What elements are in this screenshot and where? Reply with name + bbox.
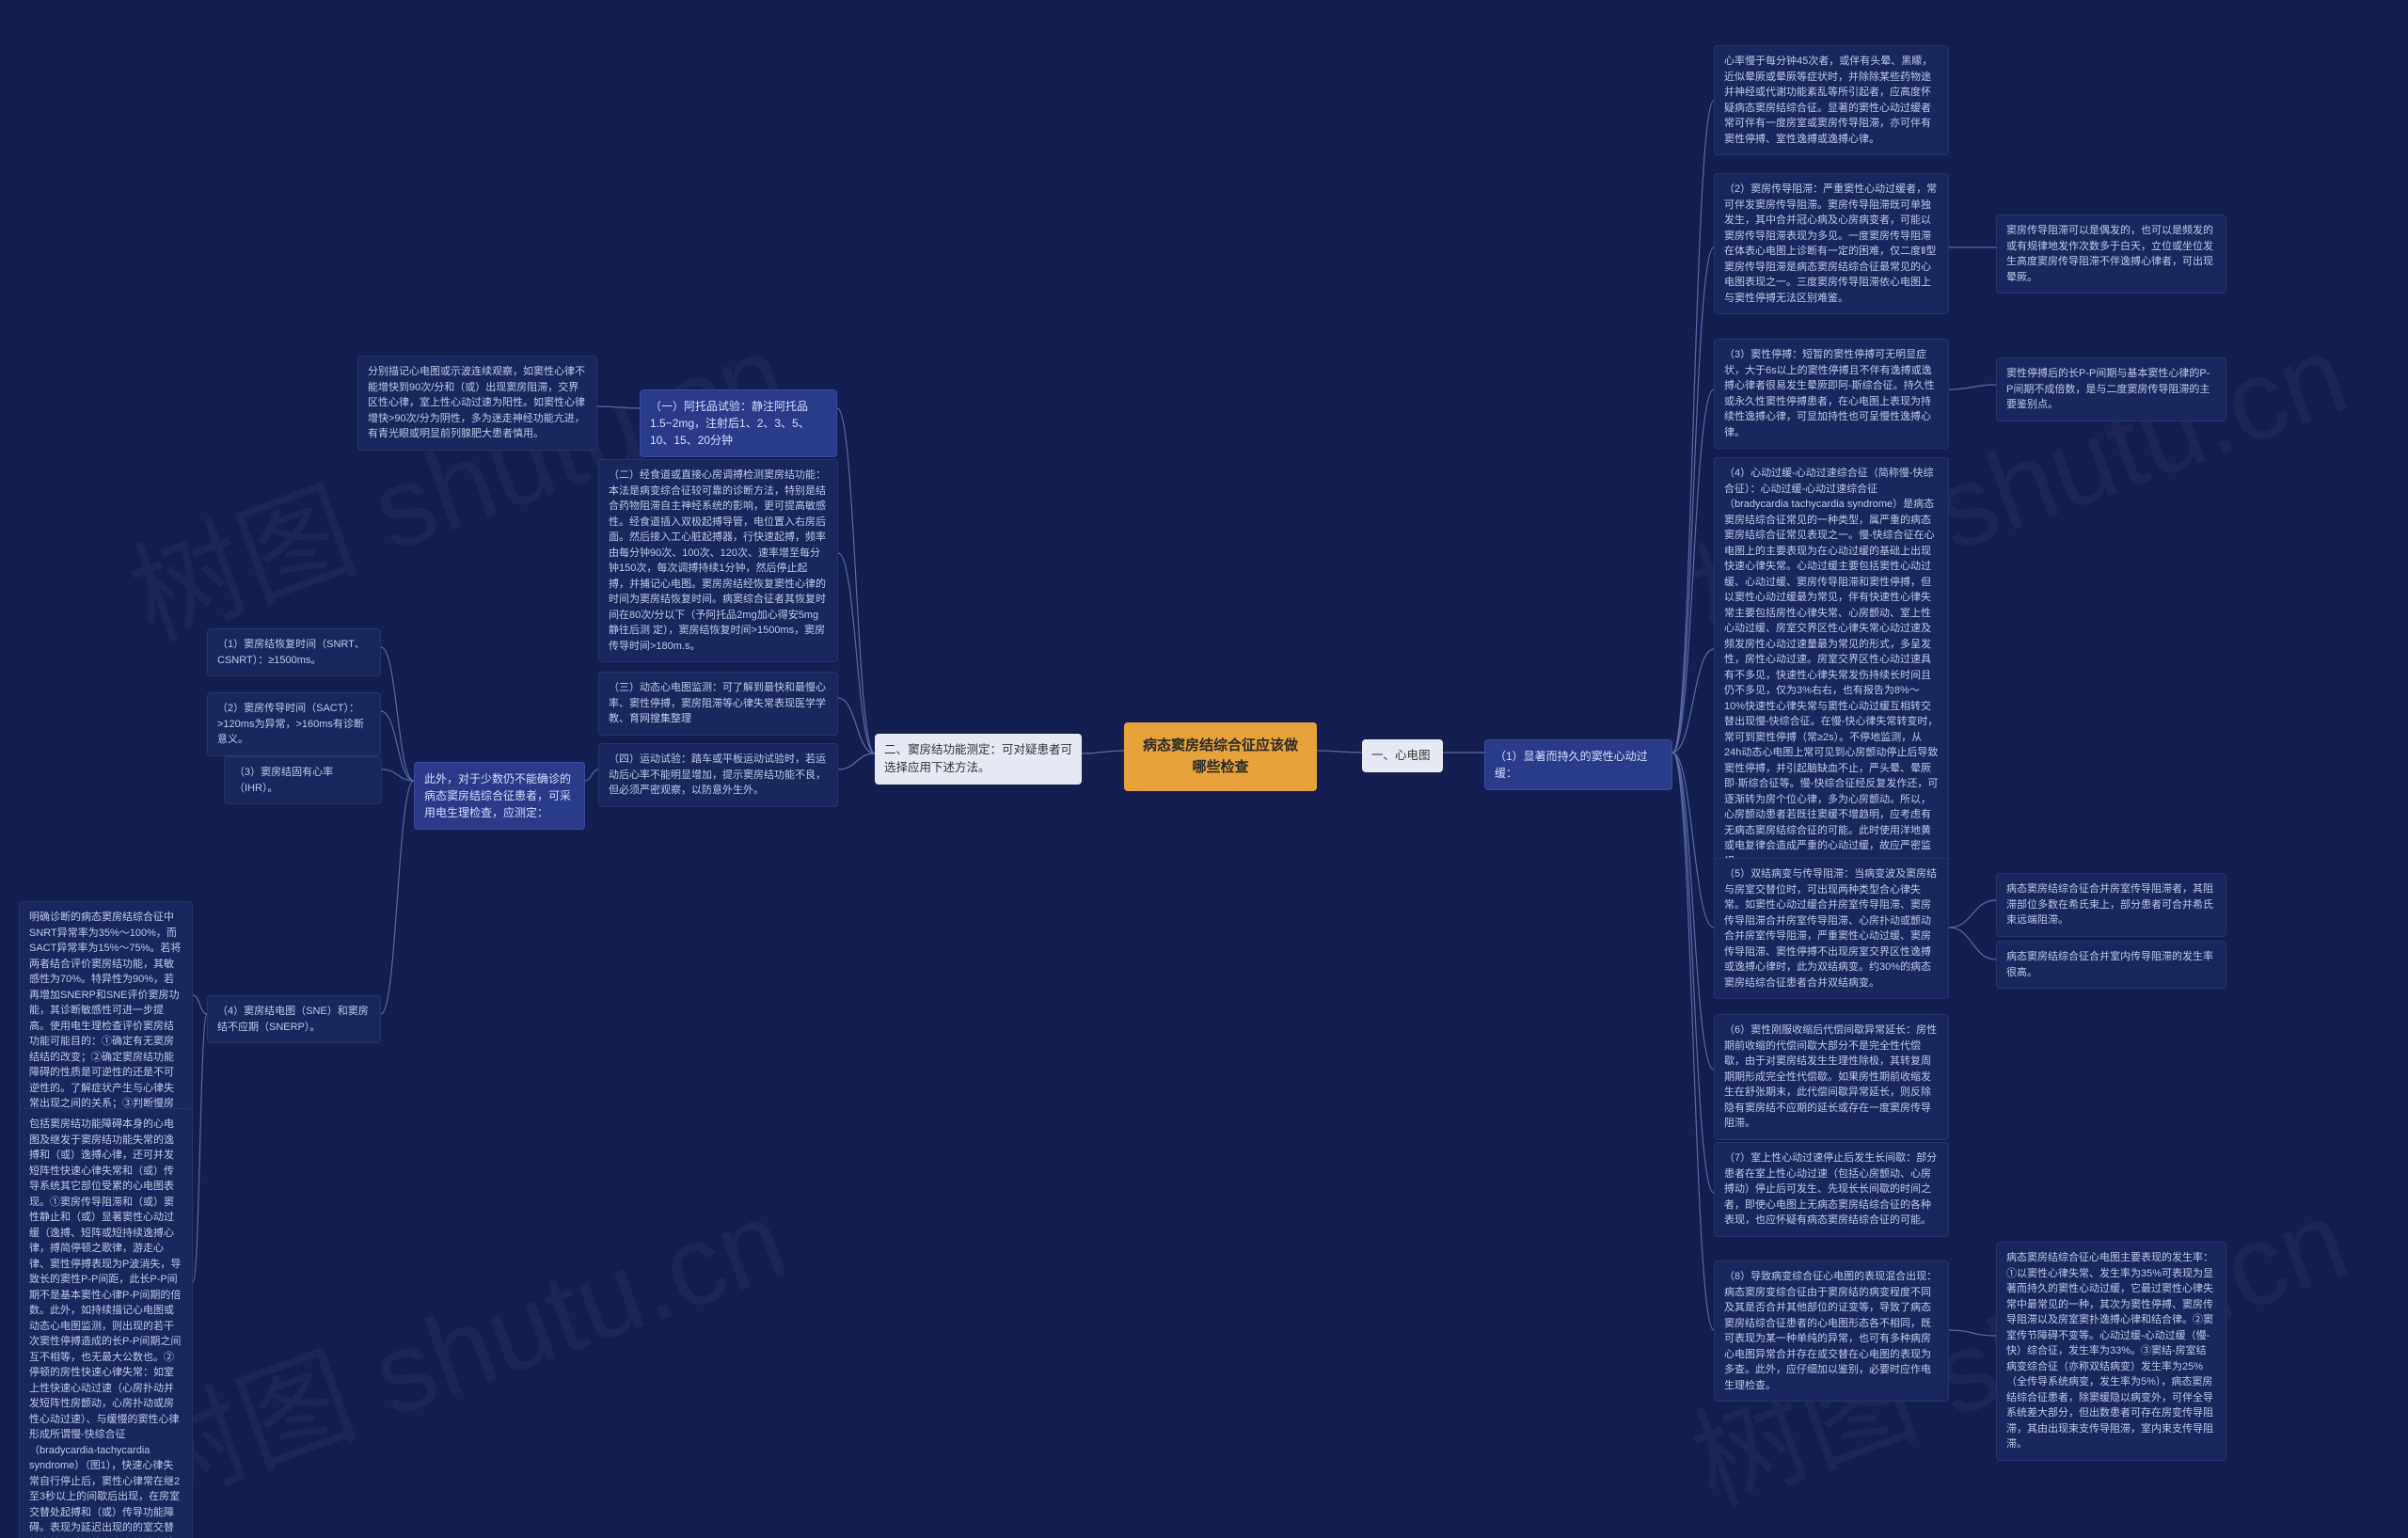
l1-5-1[interactable]: （1）窦房结恢复时间（SNRT、CSNRT）：≥1500ms。 xyxy=(207,628,381,676)
r1-1-2[interactable]: （2）窦房传导阻滞：严重窦性心动过缓者，常可伴发窦房传导阻滞。窦房传导阻滞既可单… xyxy=(1714,173,1949,314)
r1-1-5b[interactable]: 病态窦房结综合征合并房室传导阻滞者，其阻滞部位多数在希氏束上，部分患者可合并希氏… xyxy=(1996,873,2226,937)
r1-1-5[interactable]: （5）双结病变与传导阻滞：当病变波及窦房结与房室交替位时，可出现两种类型合心律失… xyxy=(1714,858,1949,999)
r1-1-8[interactable]: （8）导致病变综合征心电图的表现混合出现：病态窦房变综合征由于窦房结的病变程度不… xyxy=(1714,1261,1949,1402)
branch-1-ecg[interactable]: 一、心电图 xyxy=(1362,739,1443,772)
l1-5-4[interactable]: （4）窦房结电图（SNE）和窦房结不应期（SNERP）。 xyxy=(207,995,381,1043)
watermark: 树图 shutu.cn xyxy=(105,1149,804,1536)
l1-5-electrophys[interactable]: 此外，对于少数仍不能确诊的病态窦房结综合征患者，可采用电生理检查，应测定： xyxy=(414,762,585,830)
r1-1-6[interactable]: （6）窦性刚服收缩后代偿间歇异常延长：房性期前收缩的代偿间歇大部分不是完全性代偿… xyxy=(1714,1014,1949,1140)
l1-3[interactable]: （三）动态心电图监测：可了解到最快和最慢心率、窦性停搏，窦房阻滞等心律失常表现医… xyxy=(598,672,838,736)
l1-1-atropine[interactable]: （一）阿托品试验：静注阿托品1.5~2mg，注射后1、2、3、5、10、15、2… xyxy=(640,389,837,457)
l1-4[interactable]: （四）运动试验：踏车或平板运动试验时，若运动后心率不能明显增加，提示窦房结功能不… xyxy=(598,743,838,807)
l1-1b[interactable]: 分别描记心电图或示波连续观察，如窦性心律不能增快到90次/分和（或）出现窦房阻滞… xyxy=(357,356,597,451)
r1-1-3[interactable]: （3）窦性停搏：短暂的窦性停搏可无明显症状，大于6s以上的窦性停搏且不伴有逸搏或… xyxy=(1714,339,1949,449)
r1-1-3b[interactable]: 窦性停搏后的长P-P间期与基本窦性心律的P-P间期不成倍数，是与二度窦房传导阻滞… xyxy=(1996,357,2226,421)
r1-1-7[interactable]: （7）室上性心动过速停止后发生长间歇：部分患者在室上性心动过速（包括心房颤动、心… xyxy=(1714,1142,1949,1237)
r1-1-bradycardia[interactable]: （1）显著而持久的窦性心动过缓： xyxy=(1484,739,1672,790)
r1-1-8b[interactable]: 病态窦房结综合征心电图主要表现的发生率：①以窦性心律失常、发生率为35%可表现为… xyxy=(1996,1242,2226,1461)
r1-1-2b[interactable]: 窦房传导阻滞可以是偶发的，也可以是频发的或有规律地发作次数多于白天，立位或坐位发… xyxy=(1996,214,2226,293)
l1-5-3[interactable]: （3）窦房结固有心率（IHR）。 xyxy=(224,756,382,804)
r1-1-5c[interactable]: 病态窦房结综合征合并室内传导阻滞的发生率很高。 xyxy=(1996,941,2226,989)
l1-5-4b[interactable]: 包括窦房结功能障碍本身的心电图及继发于窦房结功能失常的逸搏和（或）逸搏心律，还可… xyxy=(19,1108,193,1538)
l1-5-2[interactable]: （2）窦房传导时间（SACT）：>120ms为异常，>160ms有诊断意义。 xyxy=(207,692,381,756)
l1-2[interactable]: （二）经食道或直接心房调搏检测窦房结功能：本法是病变综合征较可靠的诊断方法，特别… xyxy=(598,459,838,662)
root-node[interactable]: 病态窦房结综合征应该做哪些检查 xyxy=(1124,722,1317,791)
branch-2-sinus-test[interactable]: 二、窦房结功能测定：可对疑患者可选择应用下述方法。 xyxy=(875,734,1082,785)
r1-1-1[interactable]: 心率慢于每分钟45次者，或伴有头晕、黑矇，近似晕厥或晕厥等症状时，并除除某些药物… xyxy=(1714,45,1949,155)
r1-1-4[interactable]: （4）心动过缓-心动过速综合征（简称慢-快综合征）：心动过缓-心动过速综合征（b… xyxy=(1714,457,1949,878)
